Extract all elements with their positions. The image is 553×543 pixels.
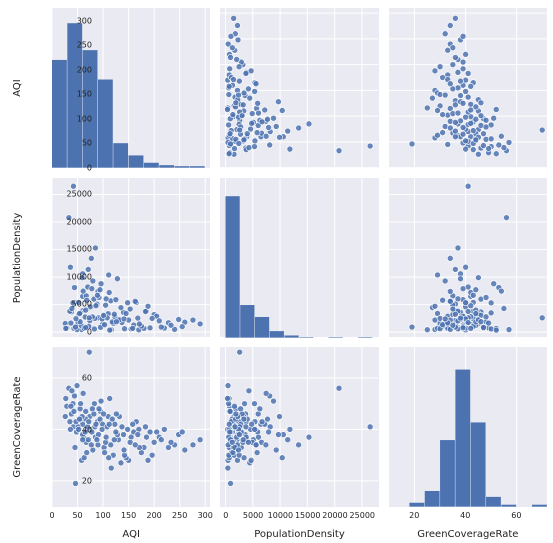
y-tick-label: 0 [46, 327, 92, 336]
x-tick-label: 250 [172, 511, 187, 520]
x-tick-label: 15000 [295, 511, 320, 520]
x-tick-label: 300 [198, 511, 213, 520]
y-tick-label: 200 [46, 65, 92, 74]
x-axis-label-AQI: AQI [122, 529, 140, 540]
x-tick-label: 25000 [350, 511, 375, 520]
x-tick-label: 0 [223, 511, 228, 520]
y-tick-label: 150 [46, 90, 92, 99]
pairplot: 0501001502002503000500010000150002000025… [0, 0, 553, 543]
y-axis-label-AQI: AQI [12, 79, 23, 97]
y-tick-label: 5000 [46, 300, 92, 309]
x-tick-label: 10000 [268, 511, 293, 520]
x-tick-label: 20000 [322, 511, 347, 520]
panel-GreenCoverageRate-PopulationDensity [220, 347, 378, 507]
y-tick-label: 0 [46, 163, 92, 172]
panel-PopulationDensity-GreenCoverageRate [389, 178, 547, 338]
x-tick-label: 100 [95, 511, 110, 520]
x-axis-label-PopulationDensity: PopulationDensity [254, 529, 345, 540]
x-axis-label-GreenCoverageRate: GreenCoverageRate [417, 529, 518, 540]
y-tick-label: 20000 [46, 217, 92, 226]
y-axis-label-PopulationDensity: PopulationDensity [12, 212, 23, 303]
y-tick-label: 40 [46, 425, 92, 434]
panel-AQI-PopulationDensity [220, 8, 378, 168]
y-tick-label: 100 [46, 114, 92, 123]
y-tick-label: 15000 [46, 245, 92, 254]
x-tick-label: 60 [511, 511, 521, 520]
x-tick-label: 200 [147, 511, 162, 520]
panel-PopulationDensity-AQI [52, 178, 210, 338]
x-tick-label: 5000 [243, 511, 263, 520]
y-tick-label: 250 [46, 41, 92, 50]
x-tick-label: 20 [409, 511, 419, 520]
panel-GreenCoverageRate-GreenCoverageRate [389, 347, 547, 507]
y-tick-label: 300 [46, 16, 92, 25]
x-tick-label: 40 [460, 511, 470, 520]
y-tick-label: 10000 [46, 272, 92, 281]
y-tick-label: 20 [46, 477, 92, 486]
x-tick-label: 50 [72, 511, 82, 520]
panel-PopulationDensity-PopulationDensity [220, 178, 378, 338]
y-tick-label: 50 [46, 139, 92, 148]
panel-AQI-GreenCoverageRate [389, 8, 547, 168]
y-tick-label: 25000 [46, 190, 92, 199]
x-tick-label: 150 [121, 511, 136, 520]
y-axis-label-GreenCoverageRate: GreenCoverageRate [12, 377, 23, 478]
y-tick-label: 60 [46, 374, 92, 383]
x-tick-label: 0 [49, 511, 54, 520]
